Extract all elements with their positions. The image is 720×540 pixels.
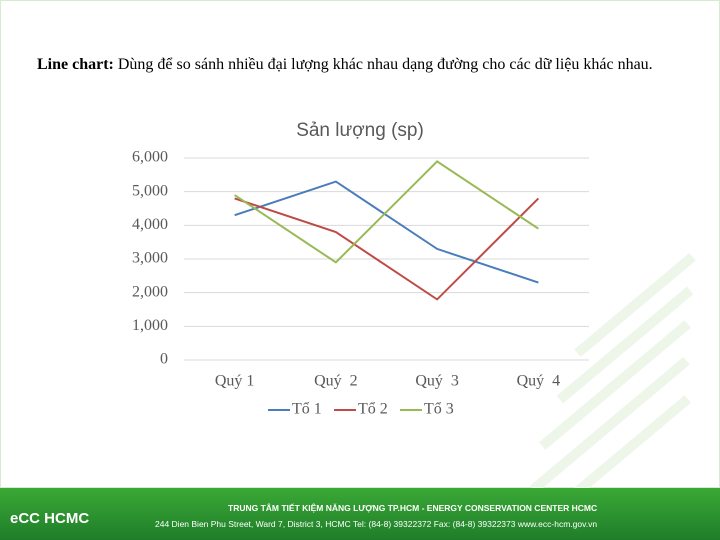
footer-logo: eCC HCMC <box>10 510 90 527</box>
slide-decoration <box>0 0 720 488</box>
intro-text: Line chart: Dùng để so sánh nhiều đại lư… <box>37 53 677 76</box>
intro-body: Dùng để so sánh nhiều đại lượng khác nha… <box>117 56 653 73</box>
series-line <box>234 160 539 264</box>
y-tick-label: 0 <box>160 351 168 368</box>
legend-label: Tổ 1 <box>292 401 322 418</box>
x-tick-label: Quý 1 <box>215 373 255 390</box>
footer-address: 244 Dien Bien Phu Street, Ward 7, Distri… <box>155 519 598 529</box>
y-tick-label: 5,000 <box>132 182 168 199</box>
footer: eCC HCMC TRUNG TÂM TIẾT KIỆM NĂNG LƯỢNG … <box>0 488 720 540</box>
series-line <box>234 197 540 301</box>
y-tick-label: 3,000 <box>132 250 168 267</box>
x-tick-label: Quý 4 <box>517 373 561 390</box>
legend-label: Tổ 2 <box>358 401 388 418</box>
y-tick-label: 4,000 <box>132 216 168 233</box>
chart-title: Sản lượng (sp) <box>296 120 424 141</box>
intro-label: Line chart: <box>37 56 114 73</box>
x-tick-label: Quý 3 <box>415 373 459 390</box>
y-tick-label: 1,000 <box>132 317 168 334</box>
y-tick-label: 2,000 <box>132 283 168 300</box>
chart: Sản lượng (sp) 0 1,000 2,000 3,000 4,000 5,00… <box>132 120 589 418</box>
footer-title: TRUNG TÂM TIẾT KIỆM NĂNG LƯỢNG TP.HCM - … <box>228 503 598 513</box>
series-line <box>234 180 539 284</box>
legend-label: Tổ 3 <box>424 401 454 418</box>
y-tick-label: 6,000 <box>132 149 168 166</box>
x-tick-label: Quý 2 <box>314 373 358 390</box>
